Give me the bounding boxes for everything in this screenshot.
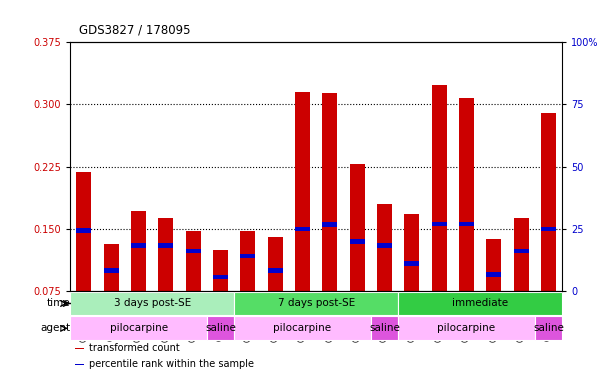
Text: 3 days post-SE: 3 days post-SE bbox=[114, 298, 191, 308]
Text: transformed count: transformed count bbox=[89, 343, 180, 353]
Bar bbox=[371, 316, 398, 340]
Bar bbox=[104, 268, 119, 273]
Bar bbox=[213, 275, 228, 279]
Bar bbox=[131, 243, 146, 248]
Text: percentile rank within the sample: percentile rank within the sample bbox=[89, 359, 254, 369]
Bar bbox=[186, 249, 201, 253]
Bar bbox=[104, 244, 119, 291]
Bar bbox=[158, 218, 174, 291]
Bar bbox=[268, 237, 283, 291]
Bar bbox=[486, 239, 501, 291]
Bar bbox=[377, 204, 392, 291]
Bar bbox=[158, 243, 174, 248]
Bar bbox=[213, 250, 228, 291]
Text: GDS3827 / 178095: GDS3827 / 178095 bbox=[79, 23, 191, 36]
Text: 7 days post-SE: 7 days post-SE bbox=[277, 298, 355, 308]
Text: pilocarpine: pilocarpine bbox=[437, 323, 496, 333]
Bar bbox=[398, 291, 562, 315]
Bar bbox=[240, 254, 255, 258]
Text: agent: agent bbox=[40, 323, 70, 333]
Bar bbox=[323, 93, 337, 291]
Bar bbox=[431, 85, 447, 291]
Bar bbox=[404, 262, 419, 266]
Bar bbox=[131, 210, 146, 291]
Text: immediate: immediate bbox=[452, 298, 508, 308]
Bar bbox=[234, 291, 398, 315]
Bar bbox=[514, 249, 529, 253]
Text: saline: saline bbox=[533, 323, 564, 333]
Bar bbox=[240, 230, 255, 291]
Bar bbox=[349, 239, 365, 243]
Bar bbox=[186, 230, 201, 291]
Bar bbox=[349, 164, 365, 291]
Bar bbox=[323, 222, 337, 227]
Bar bbox=[76, 172, 92, 291]
Bar bbox=[295, 227, 310, 231]
Text: pilocarpine: pilocarpine bbox=[109, 323, 167, 333]
Bar bbox=[535, 316, 562, 340]
Text: time: time bbox=[46, 298, 70, 308]
Text: saline: saline bbox=[369, 323, 400, 333]
Bar bbox=[486, 272, 501, 277]
Bar bbox=[234, 316, 371, 340]
Bar bbox=[75, 364, 84, 365]
Bar bbox=[207, 316, 234, 340]
Bar bbox=[431, 222, 447, 226]
Bar bbox=[76, 228, 92, 233]
Bar bbox=[75, 348, 84, 349]
Bar bbox=[70, 291, 234, 315]
Bar bbox=[459, 222, 474, 226]
Text: pilocarpine: pilocarpine bbox=[274, 323, 332, 333]
Bar bbox=[514, 218, 529, 291]
Bar bbox=[541, 227, 556, 231]
Bar bbox=[541, 113, 556, 291]
Bar bbox=[268, 268, 283, 273]
Bar bbox=[295, 92, 310, 291]
Bar bbox=[70, 316, 207, 340]
Bar bbox=[377, 243, 392, 248]
Bar bbox=[398, 316, 535, 340]
Bar bbox=[459, 98, 474, 291]
Text: saline: saline bbox=[205, 323, 236, 333]
Bar bbox=[404, 214, 419, 291]
